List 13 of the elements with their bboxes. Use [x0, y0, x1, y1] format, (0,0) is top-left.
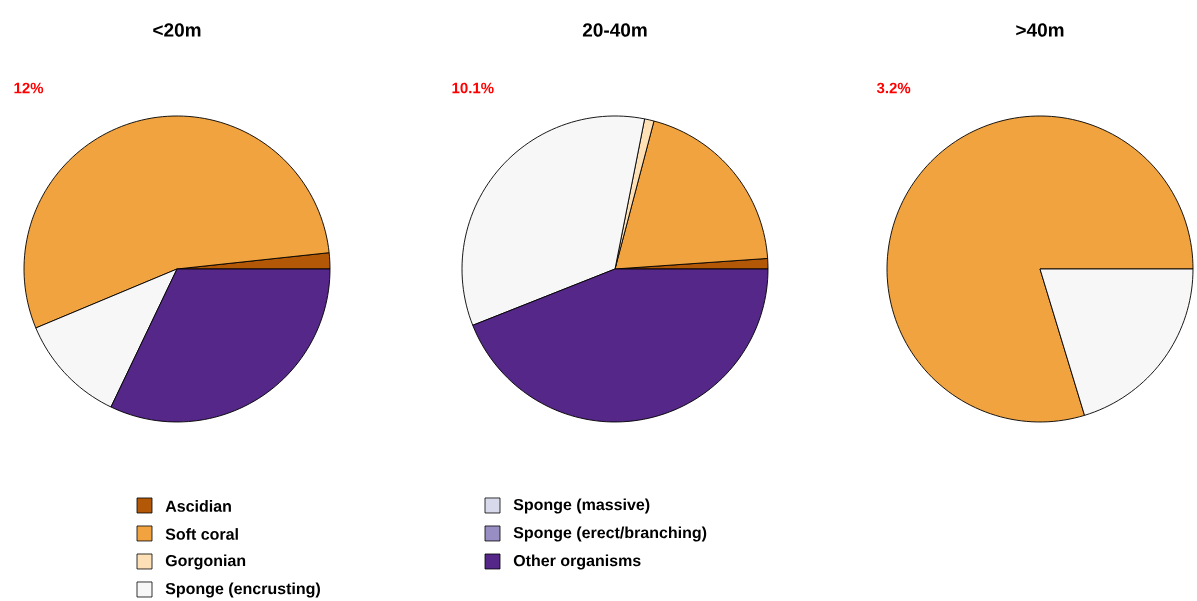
chart-title: <20m [153, 23, 201, 37]
chart-title: 20-40m [582, 23, 647, 37]
legend-label: Ascidian [165, 500, 231, 512]
legend-label: Sponge (encrusting) [165, 582, 320, 598]
text: 3.2% [876, 82, 911, 94]
text: 12% [14, 82, 44, 94]
legend-label: Other organisms [513, 554, 641, 570]
legend-label: Sponge (massive) [513, 498, 650, 514]
legend-label: Gorgonian [165, 554, 246, 570]
chart-title: >40m [1016, 23, 1064, 37]
legend-label: Soft coral [165, 528, 238, 540]
text: 10.1% [452, 82, 494, 94]
legend-label: Sponge (erect/branching) [513, 526, 707, 542]
